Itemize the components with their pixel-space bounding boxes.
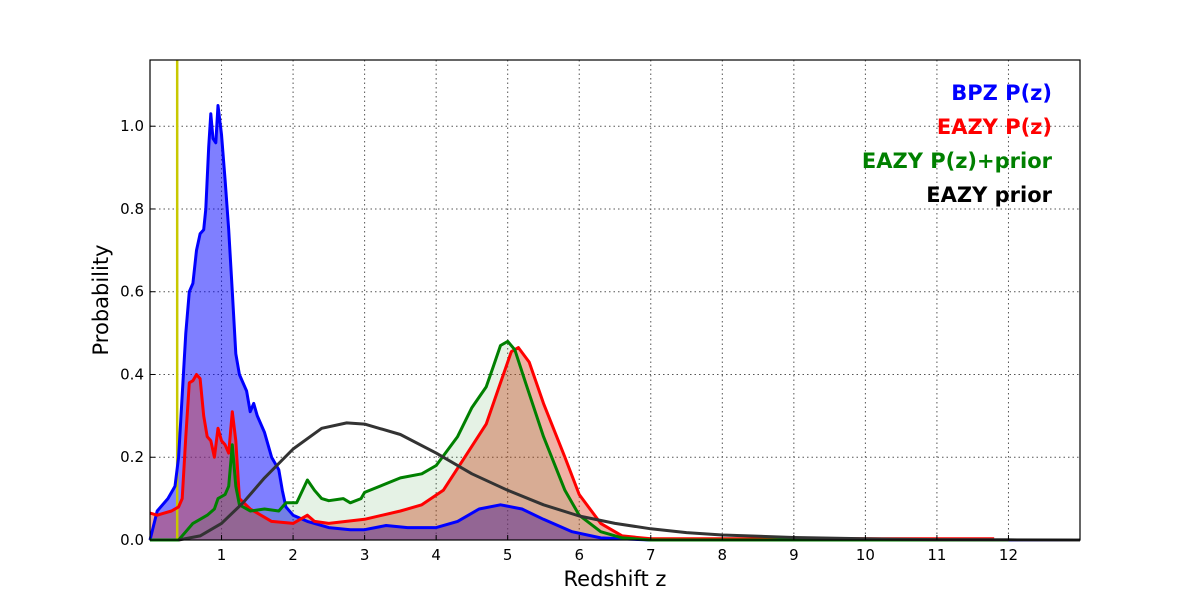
x-tick-label: 10 — [856, 546, 875, 564]
y-axis-label: Probability — [89, 244, 113, 355]
x-tick-label: 9 — [789, 546, 799, 564]
legend-entry: EAZY prior — [926, 183, 1052, 207]
legend: BPZ P(z) EAZY P(z) EAZY P(z)+prior EAZY pri… — [862, 81, 1053, 207]
x-tick-label: 6 — [574, 546, 584, 564]
eazy-p-z-prior-line — [150, 339, 1009, 542]
tick-labels: 1 2 3 4 5 6 7 8 9 10 11 120.00.20.40.60.81.0 — [120, 117, 1018, 564]
y-tick-label: 0.6 — [120, 283, 144, 301]
x-tick-label: 11 — [927, 546, 946, 564]
eazy-prior-line — [178, 421, 1081, 542]
x-tick-label: 7 — [646, 546, 656, 564]
plot-frame — [149, 59, 1081, 541]
bpz-p-z-line — [148, 104, 1080, 542]
series-lines — [148, 60, 1081, 542]
eazy-p-z-prior-fill — [150, 341, 1009, 540]
x-tick-label: 1 — [217, 546, 227, 564]
legend-entry: EAZY P(z) — [937, 115, 1052, 139]
bpz-p-z-fill — [150, 105, 1080, 540]
y-tick-label: 0.8 — [120, 200, 144, 218]
x-tick-label: 3 — [360, 546, 370, 564]
x-tick-label: 5 — [503, 546, 513, 564]
y-tick-label: 0.2 — [120, 448, 144, 466]
y-tick-label: 0.0 — [120, 531, 144, 549]
y-tick-label: 0.4 — [120, 365, 144, 383]
x-tick-label: 8 — [718, 546, 728, 564]
x-tick-label: 2 — [288, 546, 298, 564]
x-tick-label: 12 — [999, 546, 1018, 564]
legend-entry: EAZY P(z)+prior — [862, 149, 1053, 173]
x-tick-label: 4 — [431, 546, 441, 564]
legend-entry: BPZ P(z) — [951, 81, 1052, 105]
y-tick-label: 1.0 — [120, 117, 144, 135]
x-axis-label: Redshift z — [564, 567, 667, 591]
